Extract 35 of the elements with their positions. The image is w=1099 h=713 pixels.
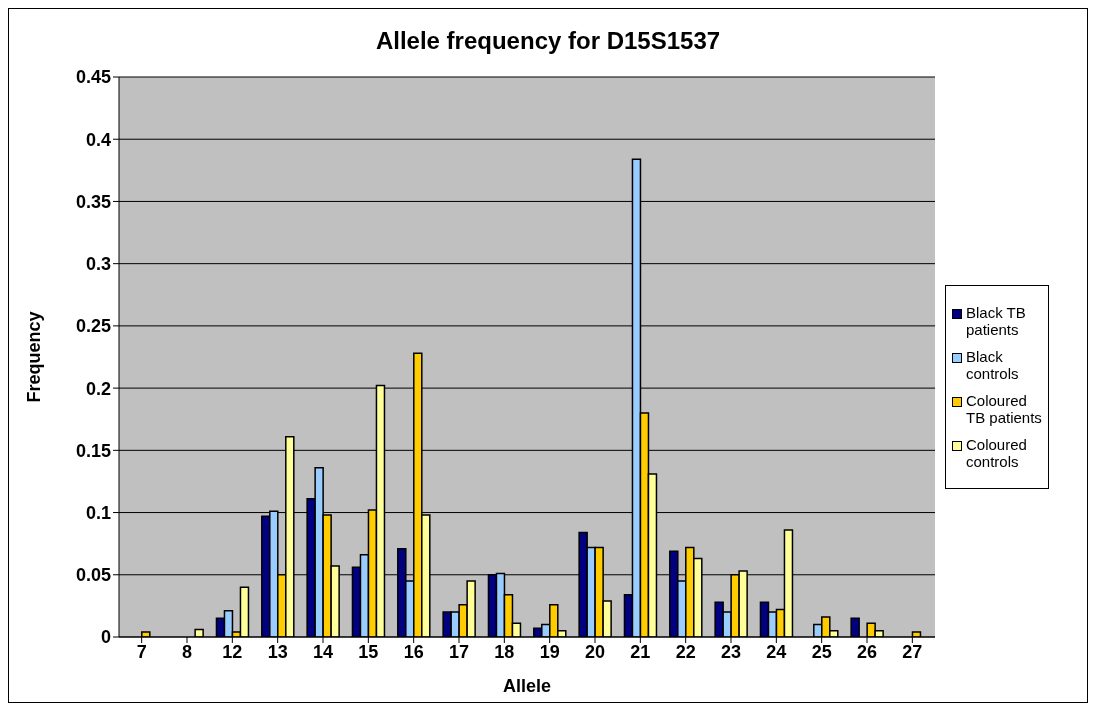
x-tick-label: 24	[766, 641, 787, 662]
x-tick-label: 27	[902, 641, 923, 662]
x-tick-label: 20	[584, 641, 606, 662]
x-tick-label: 13	[267, 641, 288, 662]
x-tick-label: 8	[181, 641, 193, 662]
y-tick-label: 0.2	[85, 378, 111, 399]
x-axis-title: Allele	[502, 676, 552, 696]
legend-label: Black controls	[966, 348, 1020, 382]
x-tick-label: 17	[448, 641, 470, 662]
legend-label: Coloured controls	[966, 436, 1028, 470]
x-tick-label: 26	[856, 641, 878, 662]
x-tick-label: 22	[675, 641, 696, 662]
x-tick-label: 19	[539, 641, 560, 662]
y-tick-label: 0.25	[75, 316, 111, 337]
x-tick-label: 7	[136, 641, 147, 662]
legend-label: Black TB patients	[966, 304, 1027, 338]
y-tick-label: 0	[100, 627, 111, 648]
y-axis-title: Frequency	[24, 311, 45, 403]
legend-label: Coloured TB patients	[966, 392, 1042, 426]
x-tick-label: 21	[630, 641, 651, 662]
x-tick-label: 23	[720, 641, 742, 662]
chart-title: Allele frequency for D15S1537	[374, 26, 722, 56]
x-tick-label: 15	[358, 641, 379, 662]
y-tick-label: 0.35	[75, 191, 111, 212]
y-tick-label: 0.3	[85, 254, 111, 275]
x-tick-label: 18	[494, 641, 515, 662]
x-tick-label: 25	[811, 641, 832, 662]
y-tick-label: 0.05	[75, 565, 111, 586]
y-tick-label: 0.15	[75, 440, 111, 461]
x-tick-label: 16	[403, 641, 424, 662]
y-tick-label: 0.4	[85, 129, 111, 150]
y-tick-label: 0.45	[75, 67, 111, 88]
x-tick-label: 14	[312, 641, 334, 662]
x-tick-label: 12	[222, 641, 243, 662]
y-tick-label: 0.1	[85, 502, 111, 523]
